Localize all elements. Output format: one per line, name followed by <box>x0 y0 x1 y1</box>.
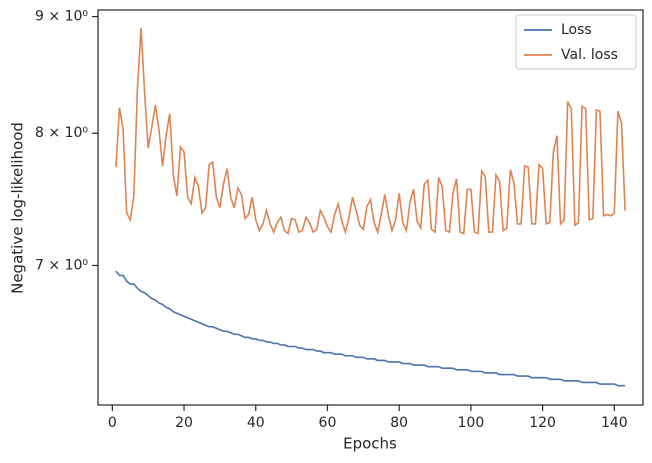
legend-label: Val. loss <box>561 47 618 63</box>
x-tick-label: 40 <box>247 415 265 431</box>
x-tick-label: 100 <box>458 415 485 431</box>
x-tick-label: 120 <box>529 415 556 431</box>
legend-label: Loss <box>561 22 592 38</box>
y-axis-label: Negative log-likelihood <box>9 122 27 294</box>
x-tick-label: 140 <box>601 415 628 431</box>
x-tick-label: 80 <box>390 415 408 431</box>
x-tick-label: 0 <box>108 415 117 431</box>
line-series <box>115 270 626 387</box>
x-tick-label: 60 <box>319 415 337 431</box>
y-tick-label: 9 × 10⁰ <box>35 9 88 25</box>
x-tick-label: 20 <box>175 415 193 431</box>
line-series <box>115 27 626 236</box>
x-axis-label: Epochs <box>343 435 397 453</box>
plot-frame <box>97 9 644 406</box>
y-tick-label: 7 × 10⁰ <box>35 257 88 273</box>
y-tick-label: 8 × 10⁰ <box>35 125 88 141</box>
